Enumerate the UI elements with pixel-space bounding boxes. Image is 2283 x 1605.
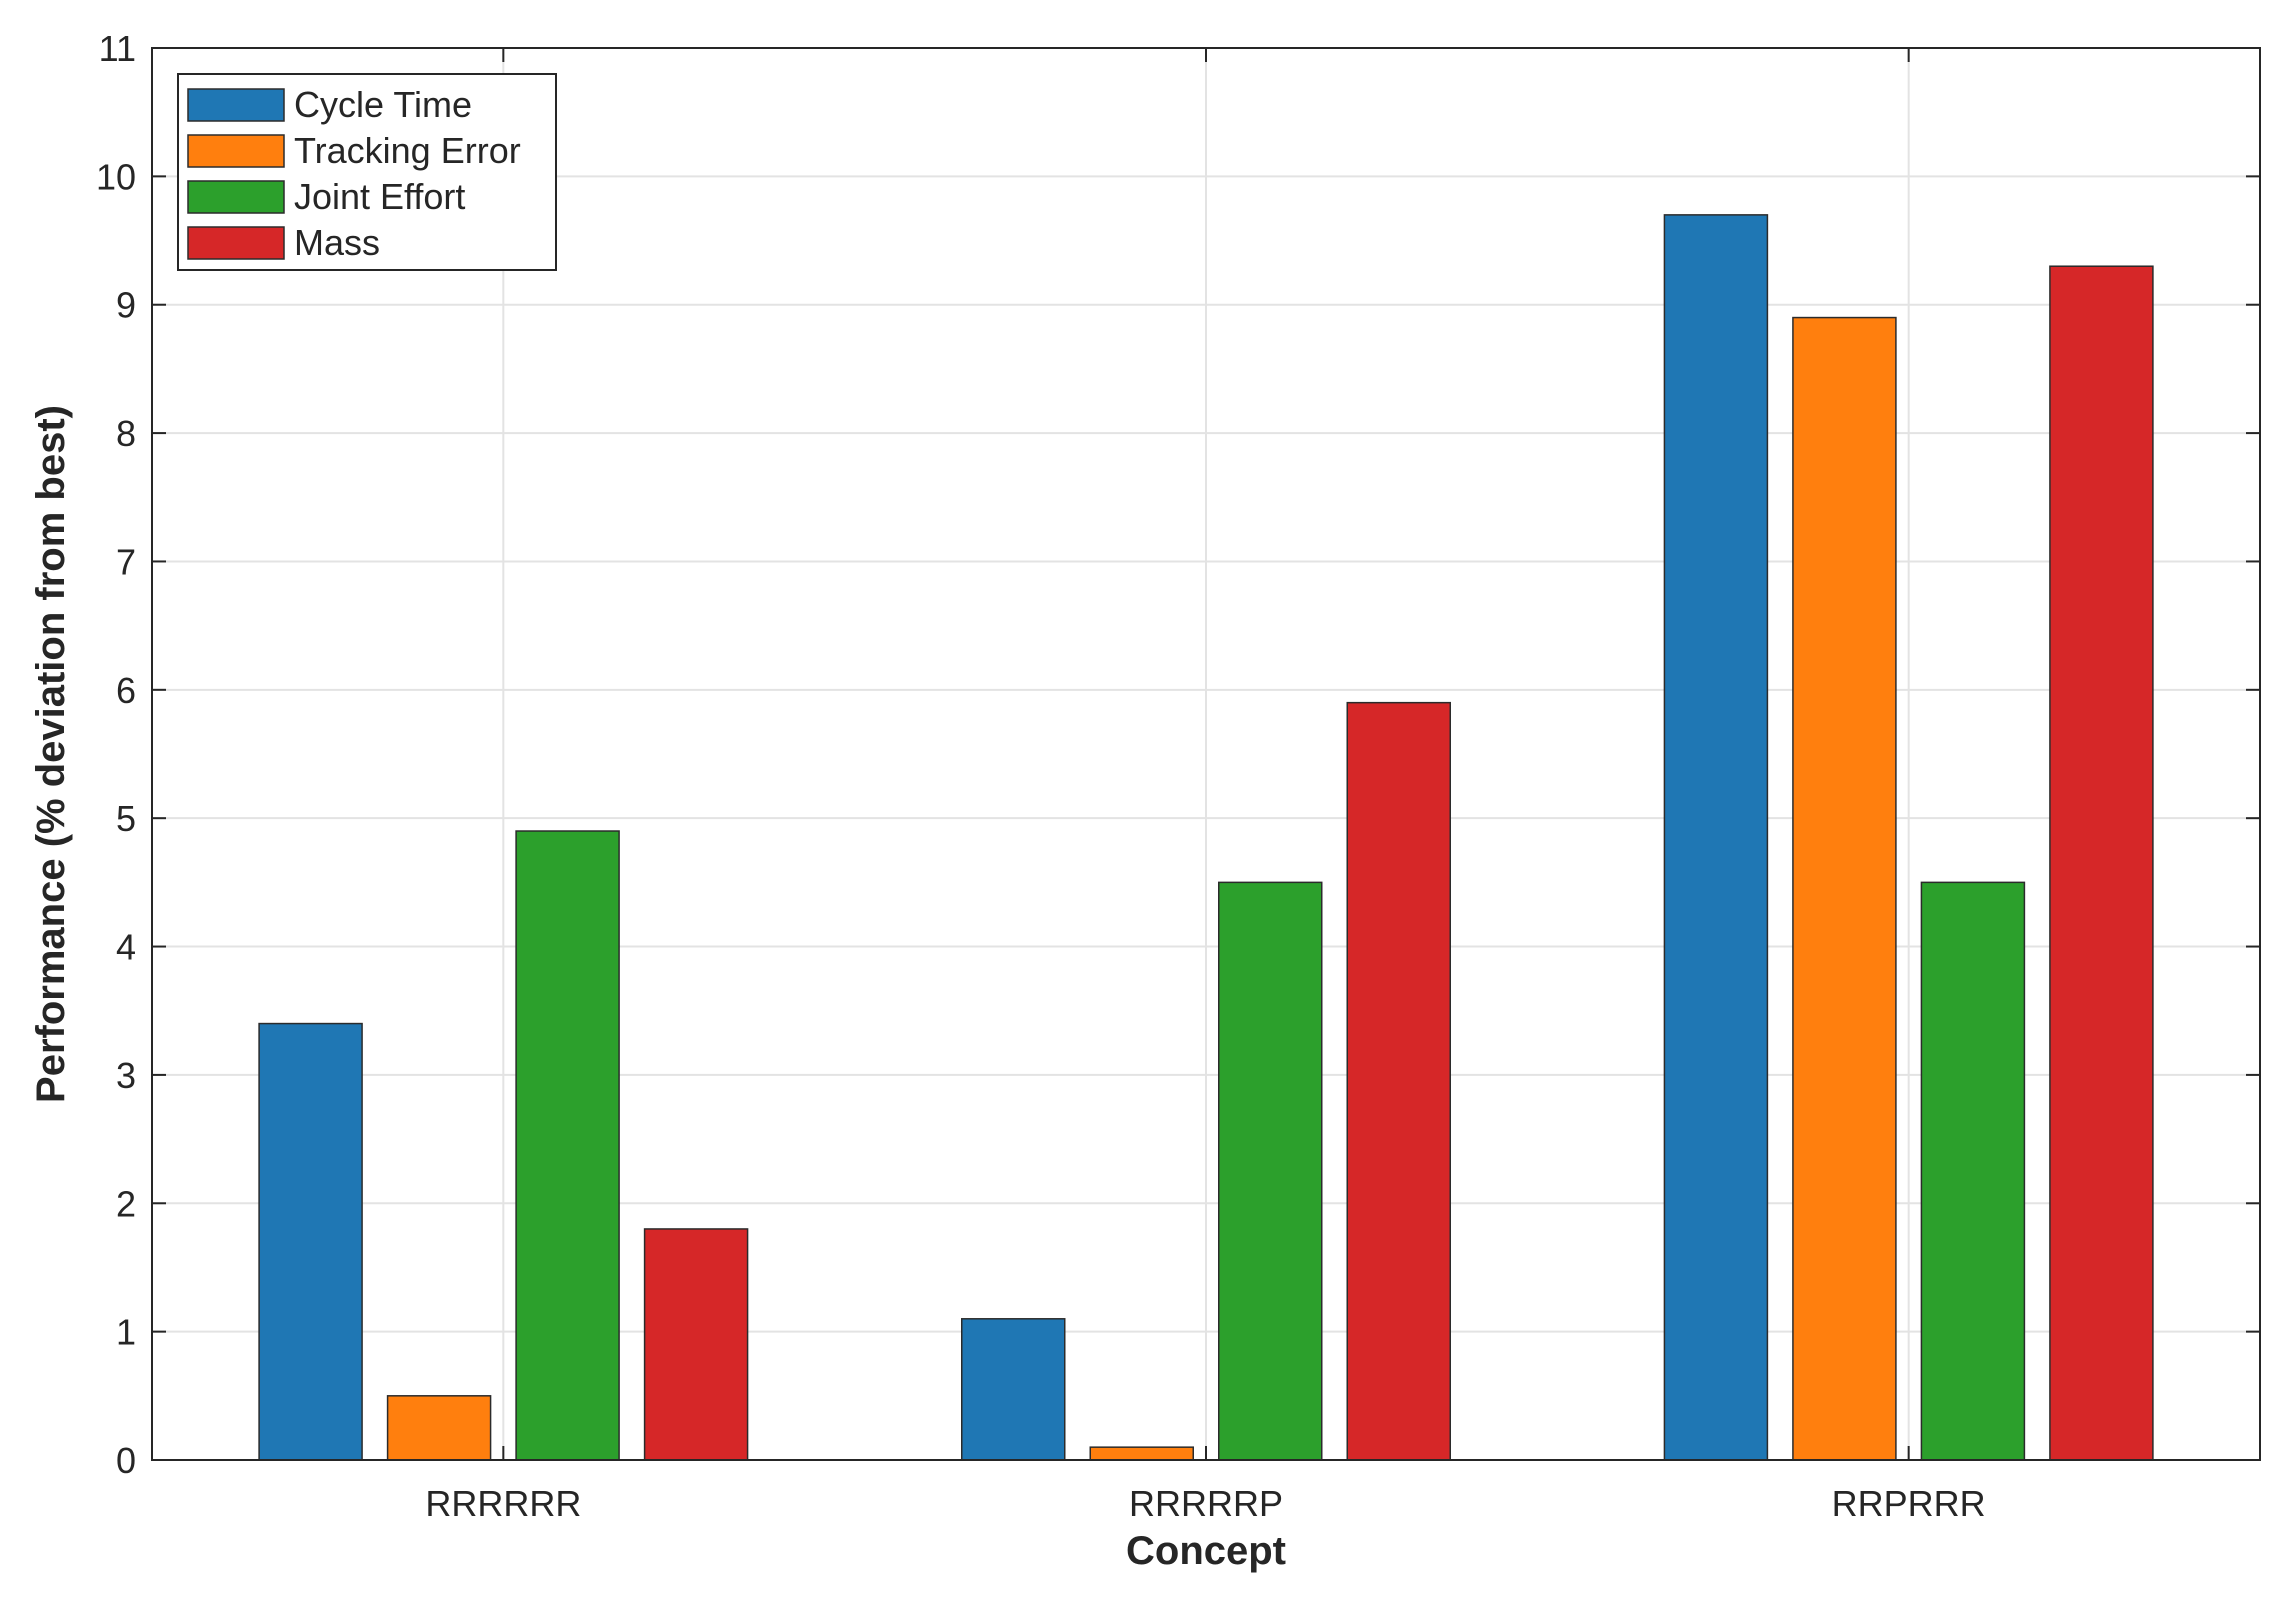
y-tick-label: 4 [116,927,136,968]
bar [386,1395,492,1461]
y-tick-label: 2 [116,1183,136,1224]
y-tick-label: 5 [116,798,136,839]
bar [1218,881,1323,1461]
y-tick-label: 10 [96,156,136,197]
y-tick-label: 1 [116,1312,136,1353]
y-tick-label: 6 [116,670,136,711]
bar [1663,214,1769,1461]
legend-swatch [187,180,285,214]
legend-swatch [187,134,285,168]
legend-label: Joint Effort [294,176,465,217]
y-axis-title: Performance (% deviation from best) [29,405,73,1103]
tick-labels: 0 1 2 3 4 5 6 7 8 9 10 11 RRRRRR RRRRRP RRPRRR [96,28,1986,1524]
legend-label: Mass [294,222,380,263]
x-tick-label: RRPRRR [1832,1483,1986,1524]
bar [1346,701,1451,1461]
bar [1920,881,2026,1461]
bar [961,1318,1066,1461]
legend-label: Cycle Time [294,84,472,125]
y-tick-label: 7 [116,541,136,582]
x-tick-label: RRRRRR [425,1483,581,1524]
bar [643,1228,749,1461]
y-tick-label: 0 [116,1440,136,1481]
bar [1792,316,1897,1461]
legend-swatch [187,88,285,122]
bar [1089,1446,1194,1461]
legend-label: Tracking Error [294,130,521,171]
x-axis-title: Concept [1126,1529,1286,1573]
legend-swatch [187,226,285,260]
legend: Cycle Time Tracking Error Joint Effort Mass [177,73,557,271]
x-tick-label: RRRRRP [1129,1483,1283,1524]
bars [258,214,2154,1461]
axes [151,47,2261,1461]
bar [258,1022,363,1461]
grid-lines [152,47,2260,1461]
bar [2049,265,2154,1461]
y-tick-label: 8 [116,413,136,454]
y-tick-label: 9 [116,285,136,326]
y-tick-label: 3 [116,1055,136,1096]
bar [515,830,620,1461]
y-tick-label: 11 [99,28,136,69]
